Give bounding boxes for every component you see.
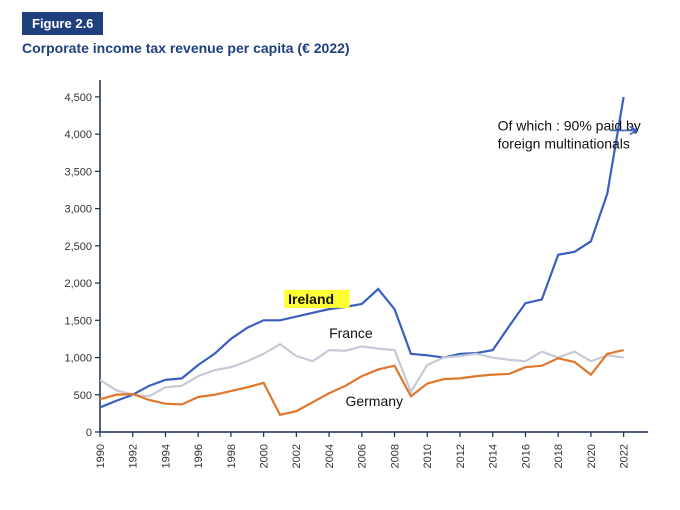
label-ireland: Ireland <box>288 291 334 307</box>
x-tick-label: 2020 <box>586 444 598 468</box>
x-tick-label: 1996 <box>193 444 205 468</box>
y-tick-label: 4,500 <box>64 92 92 104</box>
chart-container: 0 500 1,000 1,500 2,000 2,500 3,000 3,500 4,000 4… <box>40 72 660 492</box>
y-tick-label: 0 <box>86 427 92 439</box>
x-tick-label: 2022 <box>618 444 630 468</box>
x-tick-label: 2012 <box>455 444 467 468</box>
y-tick-label: 3,500 <box>64 166 92 178</box>
x-tick-label: 2008 <box>389 444 401 468</box>
y-tick-label: 500 <box>74 390 92 402</box>
y-tick-label: 2,500 <box>64 241 92 253</box>
x-tick-label: 1992 <box>128 444 140 468</box>
x-tick-label: 2004 <box>324 444 336 468</box>
y-tick-label: 2,000 <box>64 278 92 290</box>
x-tick-label: 1990 <box>95 444 107 468</box>
y-tick-label: 3,000 <box>64 204 92 216</box>
x-tick-label: 2014 <box>488 444 500 468</box>
annotation-line: foreign multinationals <box>498 135 630 151</box>
x-tick-label: 2002 <box>291 444 303 468</box>
label-germany: Germany <box>345 393 403 409</box>
figure-badge: Figure 2.6 <box>22 12 103 35</box>
x-tick-label: 1994 <box>160 444 172 468</box>
y-tick-label: 1,000 <box>64 353 92 365</box>
chart-subtitle: Corporate income tax revenue per capita … <box>22 40 350 56</box>
chart-svg: 0 500 1,000 1,500 2,000 2,500 3,000 3,500 4,000 4… <box>40 72 660 492</box>
x-tick-label: 2010 <box>422 444 434 468</box>
x-tick-label: 2006 <box>357 444 369 468</box>
y-tick-label: 1,500 <box>64 315 92 327</box>
x-tick-label: 2016 <box>520 444 532 468</box>
x-tick-label: 2000 <box>258 444 270 468</box>
label-france: France <box>329 325 373 341</box>
series-france <box>100 344 624 396</box>
x-tick-label: 1998 <box>226 444 238 468</box>
x-tick-label: 2018 <box>553 444 565 468</box>
y-tick-label: 4,000 <box>64 129 92 141</box>
